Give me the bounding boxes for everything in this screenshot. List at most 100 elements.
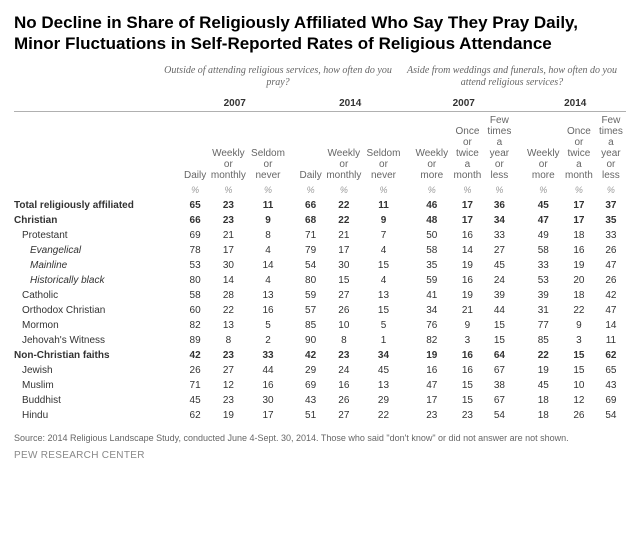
cell: 16 bbox=[451, 348, 485, 363]
row-label: Muslim bbox=[14, 378, 182, 393]
table-row: Mainline533014543015351945331947 bbox=[14, 258, 626, 273]
row-label: Protestant bbox=[14, 228, 182, 243]
cell: 33 bbox=[484, 228, 514, 243]
cell: 66 bbox=[297, 198, 323, 213]
cell: 90 bbox=[297, 333, 323, 348]
col-head: Daily bbox=[297, 111, 323, 183]
cell: 30 bbox=[324, 258, 364, 273]
cell: 9 bbox=[562, 318, 596, 333]
cell: 30 bbox=[249, 393, 288, 408]
cell: 13 bbox=[364, 378, 403, 393]
cell: 13 bbox=[249, 288, 288, 303]
cell: 18 bbox=[562, 288, 596, 303]
cell: 64 bbox=[484, 348, 514, 363]
cell: 34 bbox=[364, 348, 403, 363]
cell: 15 bbox=[364, 258, 403, 273]
cell: 18 bbox=[562, 228, 596, 243]
cell: 42 bbox=[297, 348, 323, 363]
cell: 38 bbox=[484, 378, 514, 393]
cell: 22 bbox=[324, 213, 364, 228]
row-label: Buddhist bbox=[14, 393, 182, 408]
cell: 68 bbox=[297, 213, 323, 228]
cell: 19 bbox=[451, 288, 485, 303]
col-head: Seldom or never bbox=[364, 111, 403, 183]
row-label: Total religiously affiliated bbox=[14, 198, 182, 213]
cell: 9 bbox=[451, 318, 485, 333]
cell: 17 bbox=[208, 243, 248, 258]
cell: 15 bbox=[484, 333, 514, 348]
cell: 28 bbox=[208, 288, 248, 303]
cell: 82 bbox=[413, 333, 451, 348]
table-row: Mormon82135851057691577914 bbox=[14, 318, 626, 333]
cell: 53 bbox=[182, 258, 208, 273]
cell: 34 bbox=[413, 303, 451, 318]
row-label: Evangelical bbox=[14, 243, 182, 258]
cell: 33 bbox=[524, 258, 562, 273]
cell: 4 bbox=[249, 273, 288, 288]
cell: 31 bbox=[524, 303, 562, 318]
cell: 23 bbox=[208, 348, 248, 363]
cell: 45 bbox=[364, 363, 403, 378]
cell: 17 bbox=[324, 243, 364, 258]
cell: 23 bbox=[324, 348, 364, 363]
cell: 2 bbox=[249, 333, 288, 348]
cell: 16 bbox=[451, 273, 485, 288]
row-label: Mainline bbox=[14, 258, 182, 273]
col-head: Weekly or more bbox=[524, 111, 562, 183]
cell: 9 bbox=[249, 213, 288, 228]
cell: 22 bbox=[562, 303, 596, 318]
cell: 16 bbox=[249, 378, 288, 393]
col-head: Few times a year or less bbox=[596, 111, 626, 183]
cell: 17 bbox=[451, 213, 485, 228]
cell: 47 bbox=[413, 378, 451, 393]
cell: 22 bbox=[324, 198, 364, 213]
col-head: Once or twice a month bbox=[451, 111, 485, 183]
cell: 4 bbox=[364, 243, 403, 258]
cell: 27 bbox=[484, 243, 514, 258]
cell: 15 bbox=[562, 363, 596, 378]
cell: 82 bbox=[182, 318, 208, 333]
cell: 62 bbox=[596, 348, 626, 363]
cell: 45 bbox=[524, 378, 562, 393]
cell: 33 bbox=[249, 348, 288, 363]
cell: 21 bbox=[451, 303, 485, 318]
table-row: Hindu621917512722232354182654 bbox=[14, 408, 626, 423]
row-label: Mormon bbox=[14, 318, 182, 333]
cell: 57 bbox=[297, 303, 323, 318]
col-head: Weekly or monthly bbox=[324, 111, 364, 183]
table-row: Orthodox Christian6022165726153421443122… bbox=[14, 303, 626, 318]
cell: 71 bbox=[297, 228, 323, 243]
cell: 3 bbox=[562, 333, 596, 348]
cell: 67 bbox=[484, 363, 514, 378]
cell: 4 bbox=[249, 243, 288, 258]
cell: 58 bbox=[413, 243, 451, 258]
cell: 78 bbox=[182, 243, 208, 258]
cell: 39 bbox=[484, 288, 514, 303]
cell: 85 bbox=[524, 333, 562, 348]
table-row: Jewish262744292445161667191565 bbox=[14, 363, 626, 378]
cell: 17 bbox=[413, 393, 451, 408]
cell: 24 bbox=[484, 273, 514, 288]
cell: 66 bbox=[182, 213, 208, 228]
cell: 45 bbox=[182, 393, 208, 408]
cell: 43 bbox=[596, 378, 626, 393]
cell: 11 bbox=[249, 198, 288, 213]
cell: 18 bbox=[524, 393, 562, 408]
cell: 8 bbox=[249, 228, 288, 243]
cell: 45 bbox=[524, 198, 562, 213]
table-row: Jehovah's Witness898290818231585311 bbox=[14, 333, 626, 348]
cell: 11 bbox=[364, 198, 403, 213]
cell: 76 bbox=[413, 318, 451, 333]
cell: 62 bbox=[182, 408, 208, 423]
cell: 80 bbox=[297, 273, 323, 288]
row-label: Non-Christian faiths bbox=[14, 348, 182, 363]
cell: 71 bbox=[182, 378, 208, 393]
cell: 39 bbox=[524, 288, 562, 303]
cell: 54 bbox=[297, 258, 323, 273]
cell: 67 bbox=[484, 393, 514, 408]
col-head: Seldom or never bbox=[249, 111, 288, 183]
cell: 59 bbox=[413, 273, 451, 288]
cell: 42 bbox=[596, 288, 626, 303]
cell: 69 bbox=[182, 228, 208, 243]
cell: 77 bbox=[524, 318, 562, 333]
